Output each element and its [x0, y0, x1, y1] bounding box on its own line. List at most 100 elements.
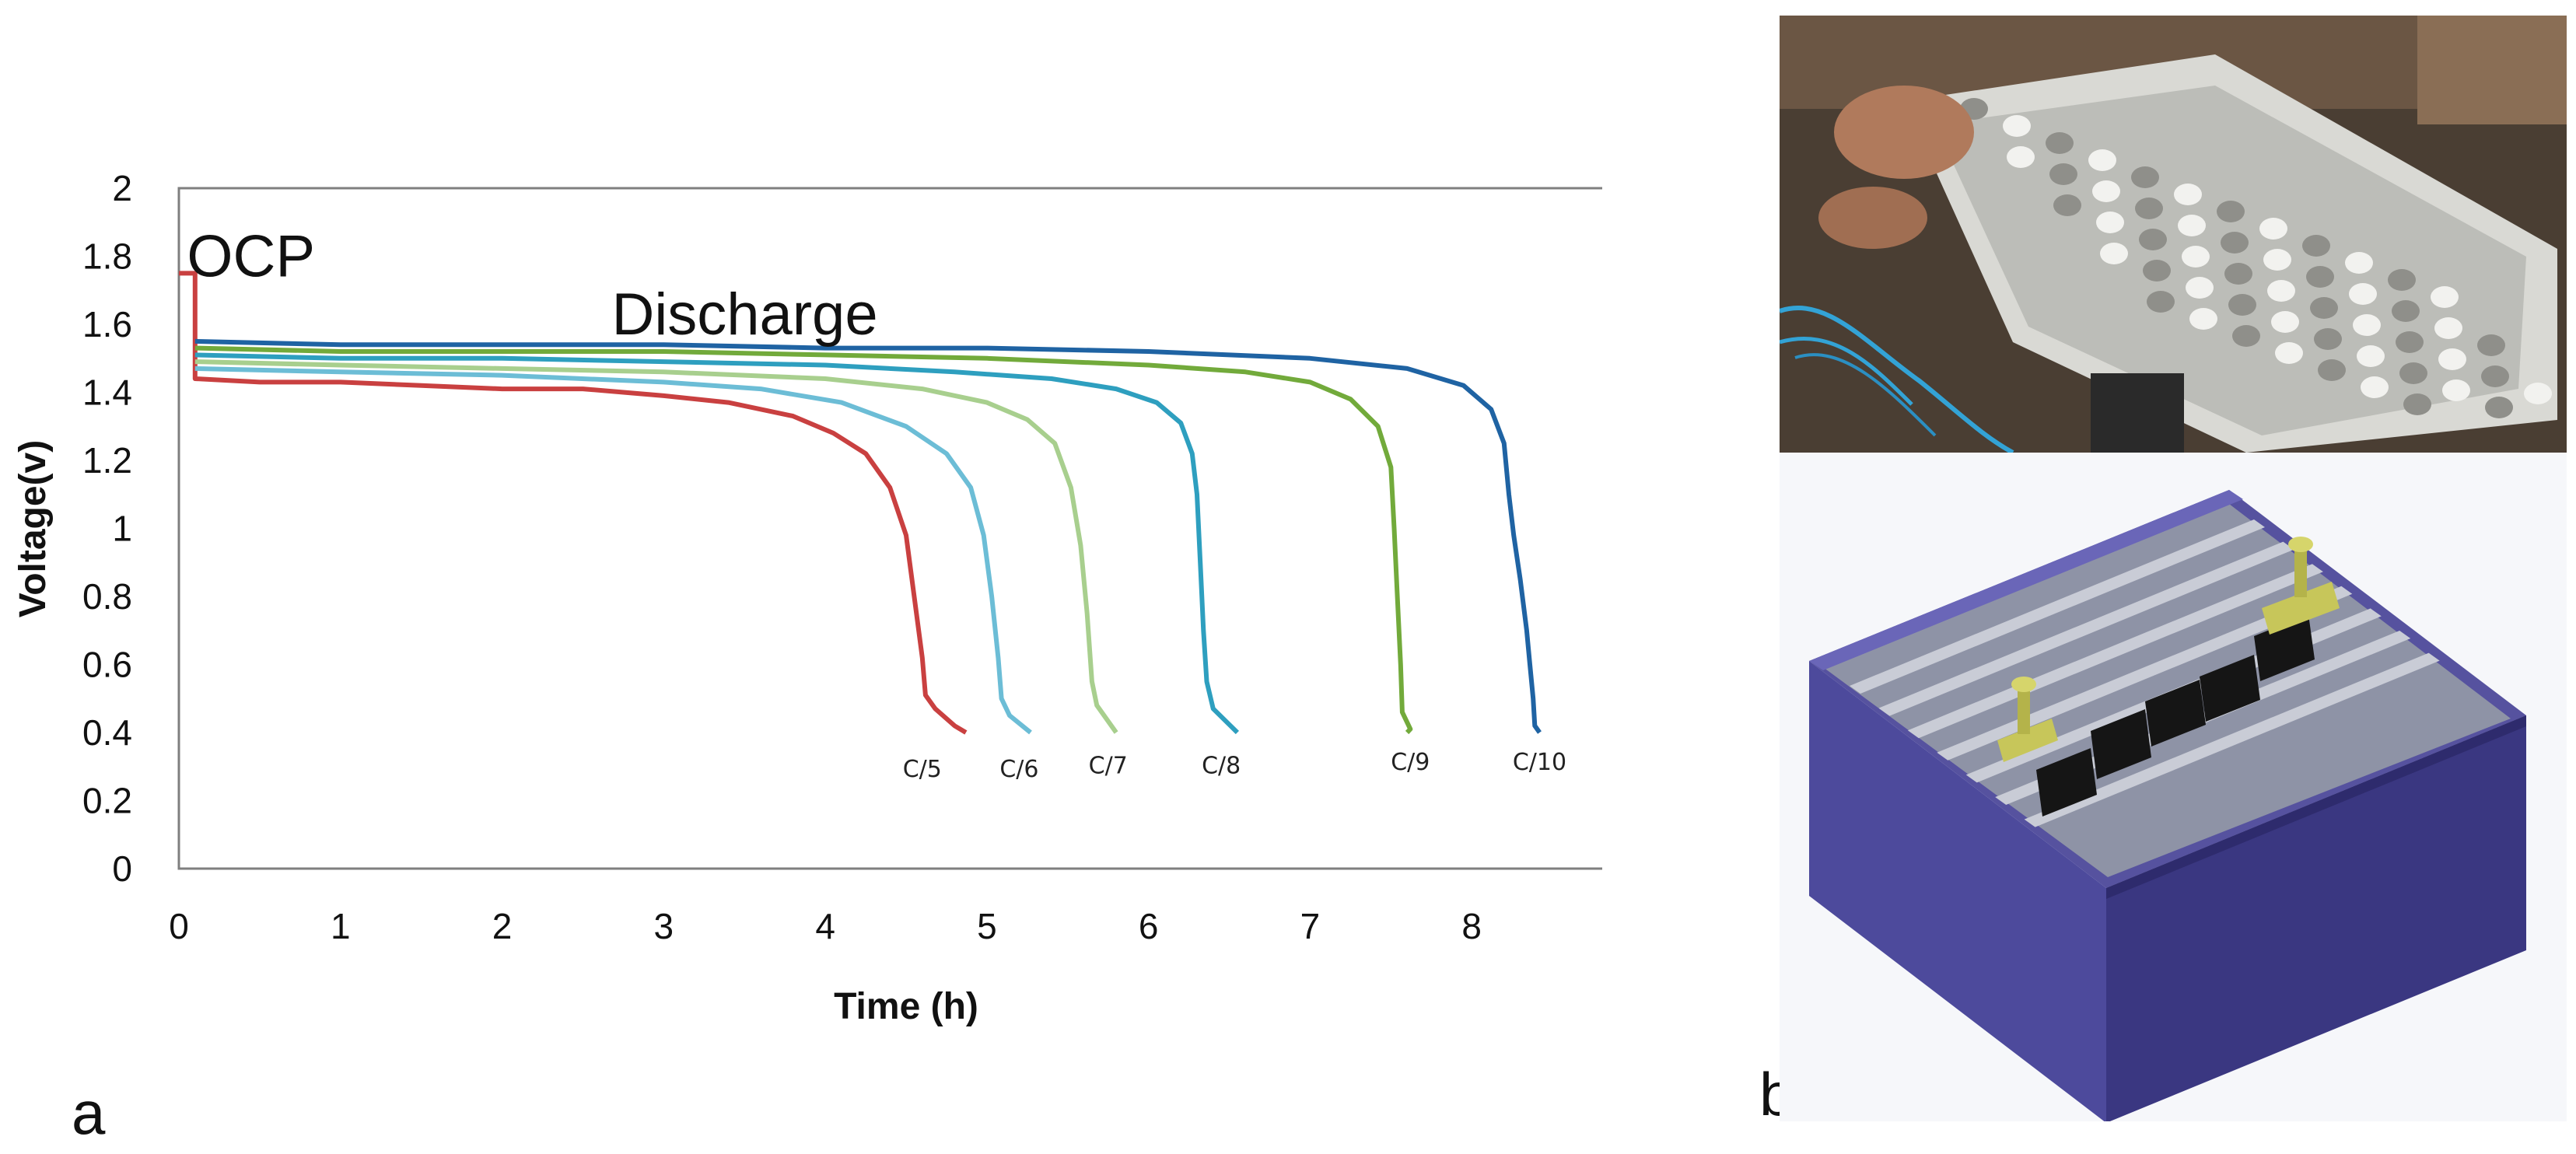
cell-icon: [2224, 263, 2252, 285]
separator-plate: [1878, 541, 2294, 716]
cell-icon: [2392, 300, 2420, 322]
y-tick-label: 0.8: [82, 576, 132, 617]
series-line-c-10: [194, 338, 1542, 734]
cell-icon: [2388, 269, 2416, 291]
cell-icon: [2524, 383, 2552, 404]
cell-icon: [2174, 184, 2202, 205]
plot-area: [177, 187, 1602, 870]
battery-assembly-photo: [1780, 16, 2567, 453]
cell-icon: [2228, 294, 2256, 316]
y-tick-label: 1.8: [82, 236, 132, 277]
y-tick-label: 1.2: [82, 440, 132, 481]
cell-icon: [2403, 393, 2431, 415]
cell-icon: [2275, 342, 2303, 364]
cell-icon: [2442, 379, 2470, 401]
discharge-chart: 012345678900.20.40.60.811.21.41.61.82 OC…: [12, 168, 1602, 1027]
cell-icon: [2217, 201, 2245, 222]
cell-icon: [2399, 362, 2427, 384]
cell-icon: [2477, 334, 2505, 356]
cell-icon: [2092, 180, 2120, 202]
cell-icon: [2310, 297, 2338, 319]
cell-icon: [2189, 308, 2217, 330]
cell-icon: [2302, 235, 2330, 257]
x-tick-label: 6: [1139, 906, 1159, 946]
separator-plate: [1850, 519, 2265, 694]
y-tick-label: 1: [112, 509, 132, 549]
x-tick-label: 3: [654, 906, 674, 946]
series-line-c-5: [179, 271, 968, 735]
y-tick-label: 1.6: [82, 304, 132, 344]
cell-icon: [2267, 280, 2295, 302]
cell-icon: [2186, 277, 2214, 299]
annotation-layer: OCP Discharge: [187, 224, 877, 348]
terminal-right-icon: [2262, 537, 2340, 635]
cell-icon: [2306, 266, 2334, 288]
annotation-discharge: Discharge: [611, 282, 877, 348]
x-tick-label: 1: [331, 906, 351, 946]
cell-icon: [2232, 325, 2260, 347]
series-line-c-6: [194, 365, 1032, 735]
cell-icon: [2485, 397, 2513, 418]
x-tick-label: 2: [492, 906, 513, 946]
cell-icon: [2088, 149, 2116, 171]
cell-icon: [2434, 317, 2462, 339]
cell-icon: [2147, 291, 2175, 313]
series-line-c-9: [194, 345, 1413, 735]
x-tick-label: 8: [1461, 906, 1482, 946]
x-tick-label: 7: [1300, 906, 1321, 946]
y-tick-label: 0.6: [82, 645, 132, 685]
separator-plate: [1937, 586, 2353, 761]
y-tick-label: 0.4: [82, 712, 132, 753]
cell-icon: [2481, 365, 2509, 387]
cell-icon: [2178, 215, 2206, 236]
cell-icon: [2349, 283, 2377, 305]
cell-icon: [2049, 163, 2077, 185]
cell-icon: [2143, 260, 2171, 282]
cell-icon: [2361, 376, 2389, 398]
cell-array: [1960, 98, 2552, 418]
cell-icon: [2318, 359, 2346, 381]
series-label: C/7: [1089, 753, 1128, 780]
cell-icon: [2053, 194, 2081, 216]
cell-icon: [2353, 314, 2381, 336]
x-tick-label: 5: [977, 906, 997, 946]
cell-icon: [2182, 246, 2210, 268]
y-tick-label: 1.4: [82, 372, 132, 413]
cell-icon: [2263, 249, 2291, 271]
cell-icon: [2046, 132, 2074, 154]
series-label: C/8: [1202, 753, 1241, 780]
cell-icon: [2314, 328, 2342, 350]
cell-icon: [2131, 166, 2159, 188]
series-line-c-7: [194, 359, 1118, 734]
battery-box-render: [1780, 453, 2567, 1121]
series-layer: [179, 271, 1542, 735]
terminal-left-icon: [1997, 677, 2058, 762]
cell-icon: [2431, 286, 2459, 308]
y-tick-label: 0: [112, 848, 132, 889]
series-line-c-8: [194, 352, 1240, 735]
series-label: C/6: [999, 756, 1038, 783]
panel-label-a: a: [72, 1079, 106, 1147]
series-label: C/9: [1391, 749, 1430, 776]
tick-label-layer: 012345678900.20.40.60.811.21.41.61.82: [82, 168, 1482, 946]
cell-icon: [2003, 115, 2031, 137]
cell-icon: [2100, 243, 2128, 264]
cell-icon: [2221, 232, 2249, 254]
x-axis-title: Time (h): [834, 986, 978, 1027]
y-tick-label: 0.2: [82, 781, 132, 821]
cell-icon: [2271, 311, 2299, 333]
cell-icon: [2438, 348, 2466, 370]
cell-icon: [2135, 198, 2163, 219]
cell-icon: [2357, 345, 2385, 367]
separator-plate: [2024, 652, 2440, 827]
x-tick-label: 4: [815, 906, 835, 946]
y-tick-label: 2: [112, 168, 132, 208]
x-tick-label: 0: [169, 906, 189, 946]
cell-icon: [2396, 331, 2424, 353]
separator-plate: [1907, 564, 2323, 739]
cell-icon: [2345, 252, 2373, 274]
cell-icon: [2007, 146, 2035, 168]
series-label: C/5: [903, 756, 942, 783]
cell-icon: [2139, 229, 2167, 250]
annotation-ocp: OCP: [187, 224, 315, 290]
